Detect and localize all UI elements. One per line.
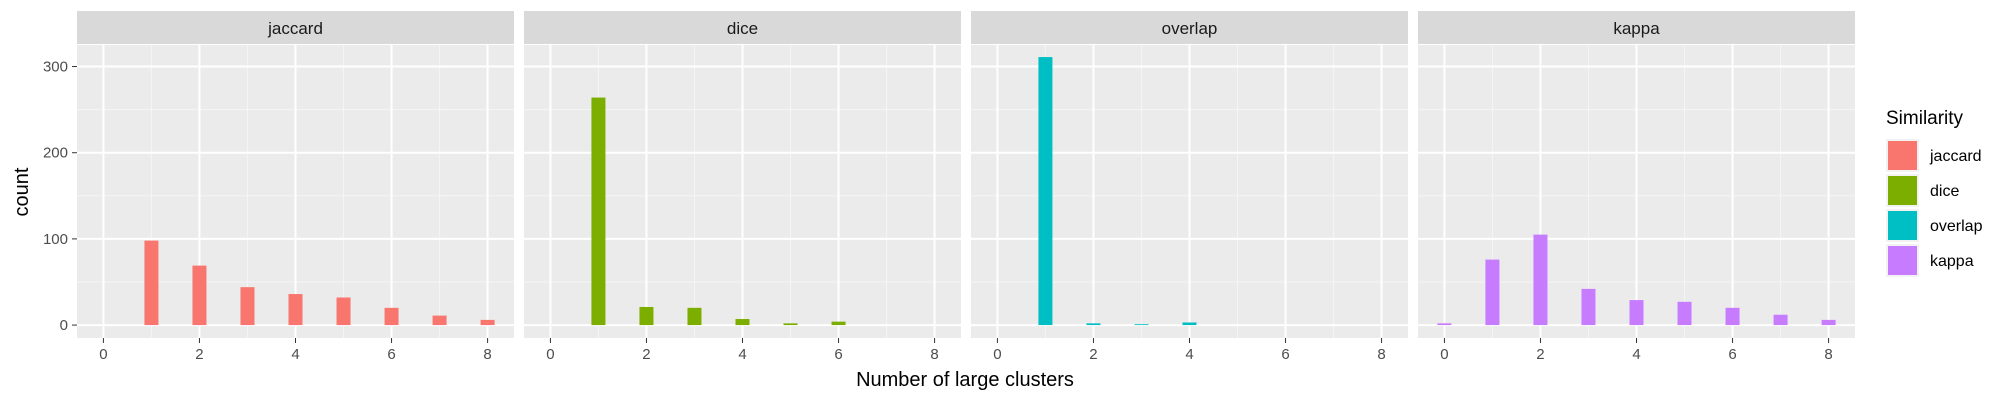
x-tick-label: 6 xyxy=(1728,346,1736,363)
x-tick-label: 2 xyxy=(1089,346,1097,363)
bar-jaccard-3 xyxy=(240,287,255,326)
bar-overlap-2 xyxy=(1086,323,1101,326)
y-tick-label: 0 xyxy=(60,317,68,334)
x-tick-label: 2 xyxy=(642,346,650,363)
x-tick-label: 8 xyxy=(1824,346,1832,363)
bar-jaccard-1 xyxy=(144,240,159,326)
legend-title: Similarity xyxy=(1886,108,1964,129)
bar-jaccard-4 xyxy=(288,294,303,326)
panel-jaccard: jaccard 0 2 4 6 8 xyxy=(77,11,514,363)
bar-dice-6 xyxy=(831,321,846,326)
x-tick-label: 4 xyxy=(1185,346,1193,363)
bar-kappa-6 xyxy=(1725,307,1740,326)
bar-kappa-4 xyxy=(1629,300,1644,326)
bar-kappa-2 xyxy=(1533,234,1548,326)
facet-strip-label: kappa xyxy=(1613,19,1660,38)
bar-jaccard-8 xyxy=(480,319,495,326)
bar-dice-1 xyxy=(591,97,606,326)
bar-jaccard-6 xyxy=(384,307,399,326)
x-tick-label: 2 xyxy=(195,346,203,363)
legend-swatch-jaccard xyxy=(1888,141,1917,170)
x-tick-label: 4 xyxy=(291,346,299,363)
bar-kappa-7 xyxy=(1773,314,1788,326)
y-axis: 0 100 200 300 xyxy=(43,59,77,334)
facet-strip xyxy=(524,11,961,44)
x-tick-label: 4 xyxy=(1632,346,1640,363)
legend-label-overlap: overlap xyxy=(1930,218,1983,235)
bar-dice-5 xyxy=(783,323,798,326)
x-tick-label: 2 xyxy=(1536,346,1544,363)
y-tick-label: 300 xyxy=(43,59,68,76)
x-tick-label: 6 xyxy=(387,346,395,363)
facet-strip-label: overlap xyxy=(1162,19,1218,38)
x-tick-label: 6 xyxy=(834,346,842,363)
x-tick-label: 6 xyxy=(1281,346,1289,363)
facet-strip xyxy=(1418,11,1855,44)
x-tick-label: 0 xyxy=(1440,346,1448,363)
facet-strip xyxy=(77,11,514,44)
bar-jaccard-2 xyxy=(192,265,207,326)
bar-kappa-0 xyxy=(1437,323,1452,326)
facet-strip xyxy=(971,11,1408,44)
bar-kappa-1 xyxy=(1485,259,1500,326)
panel-dice: dice 0 2 4 6 8 xyxy=(524,11,961,363)
legend-swatch-dice xyxy=(1888,176,1917,205)
y-tick-label: 200 xyxy=(43,145,68,162)
bar-dice-2 xyxy=(639,306,654,326)
facet-strip-label: jaccard xyxy=(267,19,323,38)
legend-label-kappa: kappa xyxy=(1930,253,1974,270)
bar-overlap-1 xyxy=(1038,57,1053,326)
bar-overlap-3 xyxy=(1134,324,1149,326)
bar-kappa-5 xyxy=(1677,301,1692,326)
panel-overlap: overlap 0 2 4 6 8 xyxy=(971,11,1408,363)
x-axis-title: Number of large clusters xyxy=(856,369,1074,391)
panel-kappa: kappa 0 2 4 6 8 xyxy=(1418,11,1855,363)
x-tick-label: 8 xyxy=(1377,346,1385,363)
y-axis-title: count xyxy=(11,167,33,216)
facet-panels: jaccard 0 2 4 6 8 dice 0 2 4 6 8 overlap 0 2 4 6 8 kappa 0 2… xyxy=(77,11,1855,363)
bar-kappa-8 xyxy=(1821,319,1836,326)
bar-dice-4 xyxy=(735,319,750,326)
bar-jaccard-7 xyxy=(432,315,447,326)
legend: Similarity jaccard dice overlap kappa xyxy=(1886,108,1983,277)
x-tick-label: 0 xyxy=(546,346,554,363)
y-tick-label: 100 xyxy=(43,231,68,248)
legend-label-jaccard: jaccard xyxy=(1929,148,1982,165)
x-tick-label: 0 xyxy=(99,346,107,363)
bar-jaccard-5 xyxy=(336,297,351,326)
legend-swatch-kappa xyxy=(1888,246,1917,275)
x-tick-label: 8 xyxy=(930,346,938,363)
x-tick-label: 8 xyxy=(483,346,491,363)
legend-swatch-overlap xyxy=(1888,211,1917,240)
bar-kappa-3 xyxy=(1581,288,1596,326)
bar-overlap-4 xyxy=(1182,322,1197,326)
bar-dice-3 xyxy=(687,307,702,326)
x-tick-label: 0 xyxy=(993,346,1001,363)
x-tick-label: 4 xyxy=(738,346,746,363)
legend-label-dice: dice xyxy=(1930,183,1959,200)
facet-strip-label: dice xyxy=(727,19,758,38)
